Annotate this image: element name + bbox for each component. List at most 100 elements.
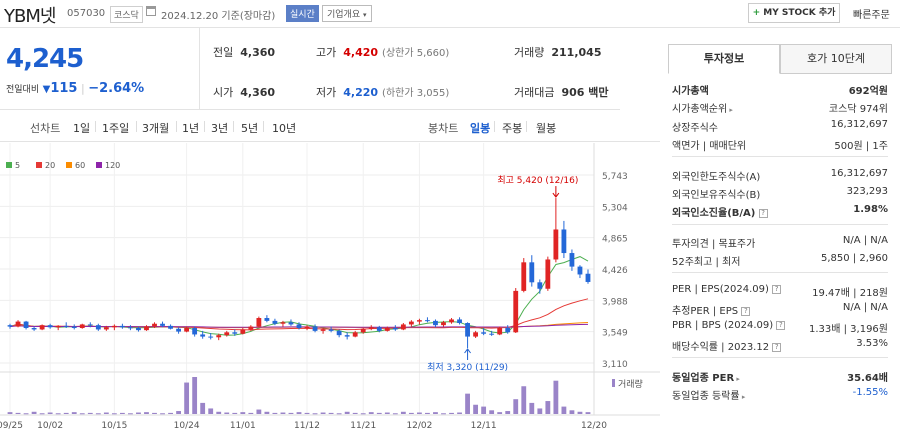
tab-order-book[interactable]: 호가 10단계 xyxy=(780,44,892,74)
candle-body xyxy=(216,335,222,338)
info-row: 52주최고 | 최저 5,850 | 2,960 xyxy=(672,251,888,269)
candle-body xyxy=(103,327,109,330)
help-icon[interactable]: ? xyxy=(741,307,751,316)
volume-bar xyxy=(505,411,511,414)
volume-bar xyxy=(232,412,238,414)
volume-bar xyxy=(224,412,230,414)
period-1d[interactable]: 1일 xyxy=(73,122,91,135)
arrow-down-icon xyxy=(552,192,560,198)
volume-bar xyxy=(384,412,390,414)
x-tick-label: 10/24 xyxy=(174,421,200,431)
volume-bar xyxy=(280,412,286,414)
volume-bar xyxy=(264,411,270,414)
y-tick-label: 3,988 xyxy=(602,297,628,307)
candle-body xyxy=(87,324,93,326)
volume-label: 거래량 xyxy=(618,378,643,390)
divider xyxy=(672,272,888,273)
chevron-right-icon: ▸ xyxy=(734,375,740,383)
candle-body xyxy=(577,266,583,275)
volume-bar xyxy=(328,412,334,414)
info-value: 323,293 xyxy=(846,186,888,197)
period-10y[interactable]: 10년 xyxy=(272,122,297,135)
candle-body xyxy=(408,321,414,325)
volume-bar xyxy=(160,413,165,415)
quick-order-link[interactable]: 빠른주문 xyxy=(853,10,890,21)
volume-bar xyxy=(545,401,551,414)
price-chart[interactable]: 5,743 5,304 4,865 4,426 3,988 3,549 3,110 09/25… xyxy=(0,143,660,434)
period-3y[interactable]: 3년 xyxy=(211,122,229,135)
change-label: 전일대비 xyxy=(6,85,40,95)
candle-body xyxy=(336,330,342,336)
add-my-stock-button[interactable]: + MY STOCK 추가 xyxy=(748,3,840,23)
info-value: 16,312,697 xyxy=(830,119,888,130)
help-icon[interactable]: ? xyxy=(772,343,782,352)
price-change: 전일대비 ▼115 | −2.64% xyxy=(6,81,145,96)
info-value: N/A | N/A xyxy=(842,235,888,246)
info-row: 추정PER | EPS ? N/A | N/A xyxy=(672,300,888,318)
volume-bar xyxy=(39,413,45,415)
candle-body xyxy=(79,324,85,329)
candle-body xyxy=(168,325,173,329)
candle-body xyxy=(224,332,230,336)
stat-amount: 거래대금 906 백만 xyxy=(514,86,609,99)
period-1w[interactable]: 1주일 xyxy=(102,122,130,135)
info-label: 시가총액 xyxy=(672,86,709,97)
volume-bar xyxy=(529,402,535,414)
info-label: 투자의견 | 목표주가 xyxy=(672,239,756,250)
info-label: 52주최고 | 최저 xyxy=(672,257,741,268)
candle-body xyxy=(7,325,13,327)
chart-period-bar: 선차트 1일 1주일 3개월 1년 3년 5년 10년 봉차트 일봉 주봉 월봉 xyxy=(0,112,660,142)
volume-bar xyxy=(344,411,350,414)
period-5y[interactable]: 5년 xyxy=(241,122,259,135)
info-value: 1.33배 | 3,196원 xyxy=(808,324,888,335)
period-3m[interactable]: 3개월 xyxy=(142,122,170,135)
volume-bar xyxy=(376,412,382,414)
period-1y[interactable]: 1년 xyxy=(182,122,200,135)
candle-body xyxy=(208,336,214,338)
candle-body xyxy=(553,229,559,260)
candle-body xyxy=(280,322,286,324)
info-label: 액면가 | 매매단위 xyxy=(672,141,747,152)
info-row[interactable]: 동일업종 PER ▸ 35.64배 xyxy=(672,367,888,385)
volume-bar xyxy=(521,386,527,414)
candle-body xyxy=(489,333,495,335)
volume-bar xyxy=(23,413,29,415)
candle-body xyxy=(272,320,278,324)
tab-investment-info[interactable]: 투자정보 xyxy=(668,44,780,74)
help-icon[interactable]: ? xyxy=(772,285,782,294)
candle-body xyxy=(23,321,29,329)
volume-bar xyxy=(352,412,358,414)
candle-body xyxy=(71,326,77,329)
period-weekly[interactable]: 주봉 xyxy=(502,122,523,135)
candle-body xyxy=(312,326,318,331)
volume-bar xyxy=(320,412,326,414)
candle-body xyxy=(344,335,350,337)
info-value: -1.55% xyxy=(852,387,888,398)
candle-body xyxy=(144,326,149,331)
period-monthly[interactable]: 월봉 xyxy=(536,122,557,135)
market-badge: 코스닥 xyxy=(110,6,143,23)
volume-bar xyxy=(304,412,310,414)
info-label: 상장주식수 xyxy=(672,123,718,134)
candle-body xyxy=(31,328,37,330)
period-daily[interactable]: 일봉 xyxy=(470,122,491,135)
candle-body xyxy=(384,328,390,331)
realtime-button[interactable]: 실시간 xyxy=(286,5,319,22)
info-value: 19.47배 | 218원 xyxy=(812,288,888,299)
help-icon[interactable]: ? xyxy=(776,321,786,330)
volume-bar xyxy=(392,413,398,415)
candle-body xyxy=(392,328,398,330)
info-row[interactable]: 동일업종 등락률 ▸ -1.55% xyxy=(672,385,888,403)
candle-body xyxy=(136,328,141,331)
candle-body xyxy=(400,324,406,330)
volume-bar xyxy=(497,412,503,414)
candle-body xyxy=(15,321,21,327)
info-row[interactable]: 시가총액순위 ▸ 코스닥 974위 xyxy=(672,98,888,116)
company-overview-button[interactable]: 기업개요 ▾ xyxy=(322,5,372,22)
y-tick-label: 3,110 xyxy=(602,360,628,370)
x-tick-label: 11/21 xyxy=(350,421,376,431)
legend-label: 120 xyxy=(105,161,120,170)
help-icon[interactable]: ? xyxy=(758,209,768,218)
volume-bar xyxy=(103,412,109,414)
info-label: 추정PER | EPS ? xyxy=(672,302,751,317)
